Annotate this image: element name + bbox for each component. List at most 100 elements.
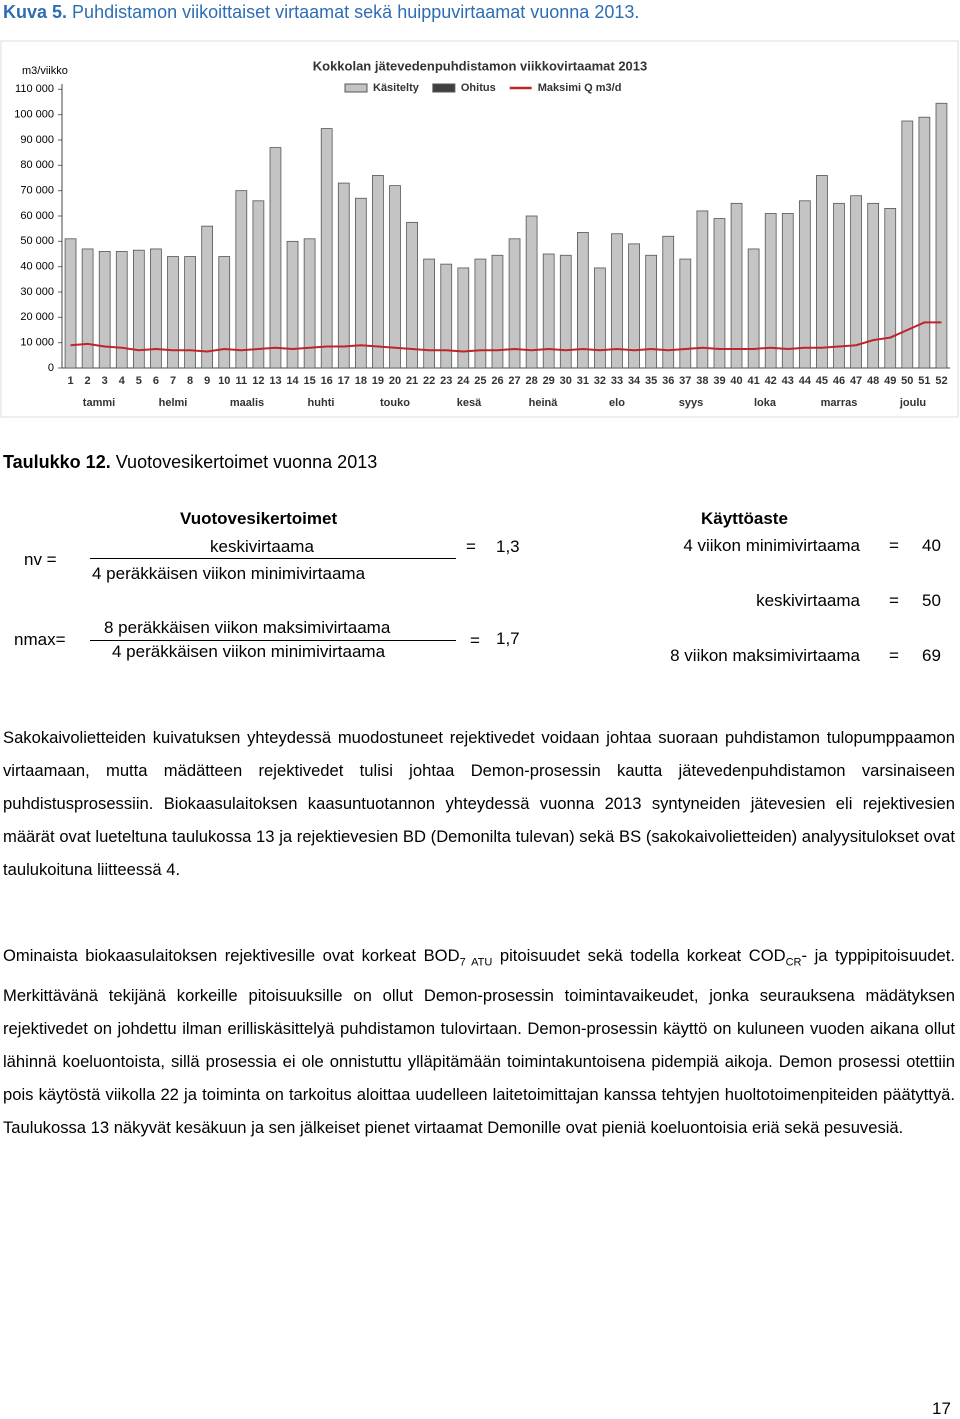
x-tick-label: 51: [918, 375, 930, 387]
bar: [269, 147, 282, 369]
month-label: touko: [380, 397, 410, 409]
x-tick-label: 13: [269, 375, 281, 387]
legend-swatch: [432, 83, 456, 93]
x-tick-label: 37: [679, 375, 691, 387]
equals: =: [466, 537, 476, 556]
y-tick-label: 100 000: [14, 109, 54, 121]
month-label: kesä: [457, 397, 482, 409]
bar: [918, 116, 931, 369]
coefficient-name: nv =: [24, 550, 57, 569]
bar: [167, 256, 179, 369]
x-tick-label: 30: [560, 375, 572, 387]
fraction-line: [90, 558, 456, 559]
bar: [184, 256, 196, 369]
month-label: marras: [821, 397, 858, 409]
x-tick-label: 20: [389, 375, 401, 387]
x-tick-label: 29: [543, 375, 555, 387]
table-title: Vuotovesikertoimet vuonna 2013: [115, 452, 378, 472]
x-tick-label: 41: [747, 375, 759, 387]
x-tick-label: 25: [474, 375, 486, 387]
month-label: helmi: [159, 397, 188, 409]
month-label: loka: [754, 397, 777, 409]
x-tick-label: 39: [713, 375, 725, 387]
x-tick-label: 45: [816, 375, 828, 387]
text-run: Ominaista biokaasulaitoksen rejektivesil…: [3, 946, 460, 965]
bar: [850, 195, 862, 369]
bar: [867, 202, 880, 369]
bar: [132, 249, 145, 369]
x-tick-label: 50: [901, 375, 913, 387]
chart: Kokkolan jätevedenpuhdistamon viikkovirt…: [0, 40, 959, 418]
row-value: 50: [922, 591, 941, 610]
x-tick-label: 6: [153, 375, 159, 387]
bar: [713, 218, 726, 369]
bar: [218, 256, 231, 369]
page-number: 17: [932, 1399, 951, 1418]
bar: [747, 248, 760, 369]
bar: [594, 267, 606, 369]
coefficient-value: 1,7: [496, 629, 520, 648]
y-tick-label: 0: [48, 362, 54, 374]
text-run: pitoisuudet sekä todella korkeat COD: [492, 946, 786, 965]
bar: [662, 235, 675, 369]
row-value: 69: [922, 646, 941, 665]
coefficient-value: 1,3: [496, 537, 520, 556]
bar: [645, 254, 658, 369]
bar: [98, 251, 111, 369]
x-tick-label: 10: [218, 375, 230, 387]
x-tick-label: 21: [406, 375, 418, 387]
x-tick-label: 8: [187, 375, 193, 387]
x-tick-label: 24: [457, 375, 470, 387]
x-tick-label: 38: [696, 375, 708, 387]
x-tick-label: 48: [867, 375, 879, 387]
y-tick-label: 40 000: [20, 261, 54, 273]
row-label: 4 viikon minimivirtaama: [683, 536, 860, 555]
chart-frame: [0, 40, 959, 418]
y-tick-label: 50 000: [20, 235, 54, 247]
bar: [696, 210, 709, 369]
x-tick-label: 49: [884, 375, 896, 387]
bar: [303, 238, 316, 369]
legend-label: Maksimi Q m3/d: [538, 82, 622, 94]
bar: [679, 258, 692, 369]
x-tick-label: 33: [611, 375, 623, 387]
x-tick-label: 4: [119, 375, 126, 387]
x-tick-label: 5: [136, 375, 142, 387]
bar: [781, 213, 794, 369]
bar: [201, 225, 214, 369]
chart-title: Kokkolan jätevedenpuhdistamon viikkovirt…: [313, 58, 648, 73]
row-value: 40: [922, 536, 941, 555]
x-tick-label: 35: [645, 375, 657, 387]
bar: [508, 238, 521, 369]
x-tick-label: 32: [594, 375, 606, 387]
month-label: tammi: [83, 397, 115, 409]
bar: [115, 251, 128, 369]
x-tick-label: 11: [235, 375, 247, 387]
fraction-line: [90, 640, 456, 641]
bar: [235, 190, 248, 369]
bar: [935, 102, 948, 369]
bar: [474, 258, 487, 369]
y-tick-label: 60 000: [20, 210, 54, 222]
bar: [64, 238, 77, 369]
x-tick-label: 16: [321, 375, 333, 387]
x-tick-label: 23: [440, 375, 452, 387]
legend-label: Ohitus: [461, 82, 496, 94]
bar: [372, 175, 384, 369]
numerator: keskivirtaama: [210, 537, 314, 556]
bar: [252, 200, 265, 369]
bar: [576, 232, 589, 369]
heading: Vuotovesikertoimet: [180, 509, 338, 528]
month-label: heinä: [529, 397, 559, 409]
x-tick-label: 15: [303, 375, 315, 387]
caption-text: Puhdistamon viikoittaiset virtaamat sekä…: [72, 2, 640, 22]
equals: =: [470, 631, 480, 650]
month-label: syys: [679, 397, 703, 409]
paragraph: Sakokaivolietteiden kuivatuksen yhteydes…: [3, 728, 955, 879]
month-label: elo: [609, 397, 625, 409]
bar: [491, 254, 504, 369]
y-tick-label: 20 000: [20, 311, 54, 323]
caption-label: Kuva 5.: [3, 2, 68, 22]
y-tick-label: 70 000: [20, 185, 54, 197]
